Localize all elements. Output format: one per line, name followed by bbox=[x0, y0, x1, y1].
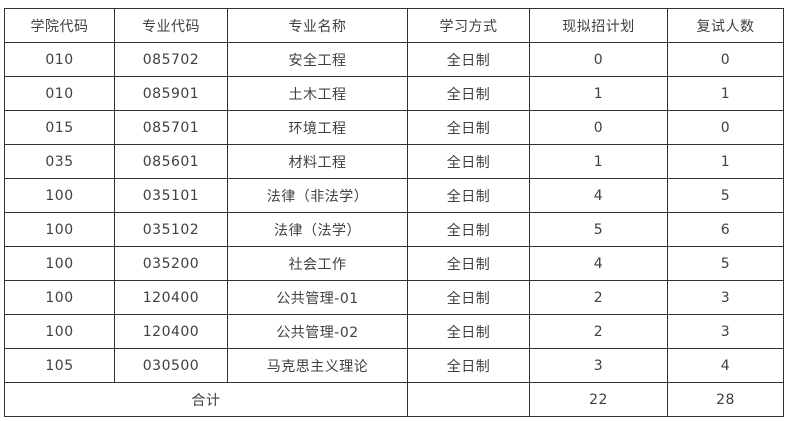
cell-major-name: 环境工程 bbox=[227, 110, 408, 145]
cell-college-code: 010 bbox=[4, 76, 115, 111]
cell-planned: 4 bbox=[529, 246, 668, 281]
table-row: 010 085702 安全工程 全日制 0 0 bbox=[4, 42, 784, 77]
cell-planned: 4 bbox=[529, 178, 668, 213]
cell-retest: 3 bbox=[667, 314, 784, 349]
cell-major-name: 社会工作 bbox=[227, 246, 408, 281]
cell-major-code: 085601 bbox=[114, 144, 228, 179]
cell-retest: 0 bbox=[667, 110, 784, 145]
cell-study-mode: 全日制 bbox=[407, 42, 530, 77]
cell-college-code: 100 bbox=[4, 280, 115, 315]
cell-major-name: 安全工程 bbox=[227, 42, 408, 77]
cell-retest: 1 bbox=[667, 76, 784, 111]
cell-college-code: 100 bbox=[4, 212, 115, 247]
admissions-table-container: 学院代码 专业代码 专业名称 学习方式 现拟招计划 复试人数 010 08570… bbox=[4, 8, 784, 417]
cell-study-mode: 全日制 bbox=[407, 280, 530, 315]
cell-study-mode: 全日制 bbox=[407, 76, 530, 111]
header-retest-count: 复试人数 bbox=[667, 8, 784, 43]
cell-major-code: 035200 bbox=[114, 246, 228, 281]
cell-study-mode: 全日制 bbox=[407, 212, 530, 247]
cell-major-name: 土木工程 bbox=[227, 76, 408, 111]
cell-major-name: 法律（非法学） bbox=[227, 178, 408, 213]
header-major-name: 专业名称 bbox=[227, 8, 408, 43]
table-row: 100 035102 法律（法学） 全日制 5 6 bbox=[4, 212, 784, 247]
cell-college-code: 105 bbox=[4, 348, 115, 383]
table-row: 015 085701 环境工程 全日制 0 0 bbox=[4, 110, 784, 145]
cell-college-code: 010 bbox=[4, 42, 115, 77]
cell-retest: 6 bbox=[667, 212, 784, 247]
cell-major-code: 120400 bbox=[114, 280, 228, 315]
table-row: 035 085601 材料工程 全日制 1 1 bbox=[4, 144, 784, 179]
cell-major-name: 材料工程 bbox=[227, 144, 408, 179]
cell-college-code: 100 bbox=[4, 246, 115, 281]
cell-major-code: 120400 bbox=[114, 314, 228, 349]
cell-study-mode: 全日制 bbox=[407, 144, 530, 179]
header-planned-enrollment: 现拟招计划 bbox=[529, 8, 668, 43]
table-row: 100 035200 社会工作 全日制 4 5 bbox=[4, 246, 784, 281]
table-row: 100 120400 公共管理-01 全日制 2 3 bbox=[4, 280, 784, 315]
table-row: 100 035101 法律（非法学） 全日制 4 5 bbox=[4, 178, 784, 213]
total-study-mode-empty bbox=[407, 382, 530, 417]
cell-planned: 0 bbox=[529, 42, 668, 77]
cell-retest: 5 bbox=[667, 178, 784, 213]
total-retest: 28 bbox=[667, 382, 784, 417]
cell-planned: 5 bbox=[529, 212, 668, 247]
cell-study-mode: 全日制 bbox=[407, 246, 530, 281]
header-college-code: 学院代码 bbox=[4, 8, 115, 43]
cell-college-code: 015 bbox=[4, 110, 115, 145]
cell-planned: 2 bbox=[529, 314, 668, 349]
cell-major-code: 085901 bbox=[114, 76, 228, 111]
cell-study-mode: 全日制 bbox=[407, 178, 530, 213]
cell-college-code: 035 bbox=[4, 144, 115, 179]
cell-major-code: 085702 bbox=[114, 42, 228, 77]
cell-planned: 1 bbox=[529, 76, 668, 111]
header-major-code: 专业代码 bbox=[114, 8, 228, 43]
total-planned: 22 bbox=[529, 382, 668, 417]
cell-major-name: 法律（法学） bbox=[227, 212, 408, 247]
cell-retest: 1 bbox=[667, 144, 784, 179]
total-row: 合计 22 28 bbox=[4, 382, 784, 417]
cell-study-mode: 全日制 bbox=[407, 110, 530, 145]
cell-major-name: 公共管理-01 bbox=[227, 280, 408, 315]
cell-retest: 0 bbox=[667, 42, 784, 77]
cell-study-mode: 全日制 bbox=[407, 348, 530, 383]
cell-retest: 3 bbox=[667, 280, 784, 315]
cell-retest: 4 bbox=[667, 348, 784, 383]
cell-college-code: 100 bbox=[4, 178, 115, 213]
header-row: 学院代码 专业代码 专业名称 学习方式 现拟招计划 复试人数 bbox=[4, 8, 784, 43]
cell-major-name: 马克思主义理论 bbox=[227, 348, 408, 383]
cell-planned: 2 bbox=[529, 280, 668, 315]
table-row: 100 120400 公共管理-02 全日制 2 3 bbox=[4, 314, 784, 349]
cell-major-code: 085701 bbox=[114, 110, 228, 145]
table-row: 105 030500 马克思主义理论 全日制 3 4 bbox=[4, 348, 784, 383]
cell-major-name: 公共管理-02 bbox=[227, 314, 408, 349]
cell-planned: 0 bbox=[529, 110, 668, 145]
cell-major-code: 035101 bbox=[114, 178, 228, 213]
cell-planned: 1 bbox=[529, 144, 668, 179]
admissions-plan-table: 学院代码 专业代码 专业名称 学习方式 现拟招计划 复试人数 010 08570… bbox=[4, 8, 784, 417]
total-label: 合计 bbox=[4, 382, 408, 417]
cell-study-mode: 全日制 bbox=[407, 314, 530, 349]
cell-major-code: 030500 bbox=[114, 348, 228, 383]
cell-retest: 5 bbox=[667, 246, 784, 281]
table-row: 010 085901 土木工程 全日制 1 1 bbox=[4, 76, 784, 111]
cell-major-code: 035102 bbox=[114, 212, 228, 247]
header-study-mode: 学习方式 bbox=[407, 8, 530, 43]
cell-planned: 3 bbox=[529, 348, 668, 383]
cell-college-code: 100 bbox=[4, 314, 115, 349]
